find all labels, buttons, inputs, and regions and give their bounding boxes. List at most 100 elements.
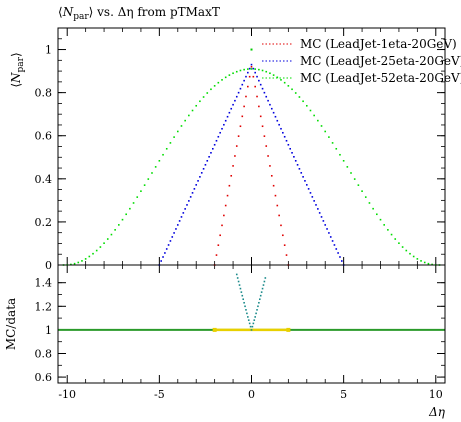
data-point: [247, 85, 249, 88]
data-point: [267, 155, 269, 157]
data-point: [318, 212, 321, 214]
lower-plot-area: [58, 273, 445, 332]
data-point: [195, 184, 198, 186]
title-rangle: ⟩: [89, 5, 94, 19]
data-point: [184, 208, 186, 210]
ratio-point: [258, 298, 261, 301]
lower-ytick-label: 1.2: [35, 300, 53, 313]
data-point: [390, 233, 393, 236]
data-point: [335, 147, 338, 150]
data-point: [224, 204, 227, 207]
chart-title: ⟨Npar⟩ vs. Δη from pTMaxT: [58, 5, 220, 22]
data-point: [420, 260, 422, 262]
data-point: [269, 72, 271, 75]
data-point: [278, 214, 280, 217]
data-point: [219, 234, 221, 237]
data-point: [283, 81, 286, 84]
data-point: [188, 200, 190, 202]
data-point: [171, 236, 174, 238]
data-point: [305, 184, 308, 186]
data-point: [217, 244, 220, 246]
ratio-point: [257, 305, 259, 308]
data-point: [427, 262, 430, 265]
data-point: [221, 127, 223, 130]
data-point: [92, 252, 94, 255]
data-point: [245, 95, 247, 98]
data-point: [265, 70, 268, 73]
data-point: [339, 153, 341, 156]
data-point: [226, 194, 229, 197]
data-point: [169, 142, 172, 144]
lower-ylabel: MC/data: [4, 298, 18, 350]
data-point: [254, 68, 256, 70]
title-langle: ⟨: [58, 5, 63, 19]
data-point: [206, 160, 209, 162]
ratio-point: [245, 309, 247, 311]
data-point: [269, 103, 271, 106]
lower-xtick-label: 10: [429, 388, 443, 401]
data-point: [162, 153, 164, 156]
data-point: [245, 75, 247, 78]
ratio-point: [256, 309, 258, 311]
legend-label: MC (LeadJet-1eta-20GeV): [300, 37, 457, 51]
data-point: [215, 139, 218, 142]
lower-ytick-label: 0.6: [35, 371, 53, 384]
data-point: [88, 255, 91, 258]
data-point: [258, 79, 260, 82]
data-point: [280, 79, 282, 81]
data-point: [272, 74, 275, 76]
upper-ytick-label: 0: [45, 259, 52, 272]
data-point: [252, 75, 255, 78]
lower-axes: 0.6 0.8 1 1.2 1.4 -10 -5 0 5 10: [35, 265, 445, 401]
data-point: [269, 165, 271, 167]
data-point: [237, 135, 240, 137]
ratio-point: [240, 291, 243, 293]
data-point: [234, 99, 236, 102]
ratio-point: [253, 319, 256, 321]
data-point: [315, 204, 317, 206]
data-point: [232, 72, 234, 75]
data-point: [333, 244, 336, 246]
data-point: [191, 192, 194, 194]
data-point: [186, 204, 188, 206]
data-point: [305, 104, 308, 107]
data-point: [125, 213, 127, 216]
data-point: [173, 232, 175, 234]
data-point: [210, 151, 212, 154]
data-point: [335, 248, 338, 250]
data-point: [213, 85, 216, 87]
data-point: [256, 75, 258, 78]
data-point: [230, 175, 233, 177]
data-point: [224, 76, 227, 79]
data-point: [213, 143, 216, 146]
data-point: [263, 135, 266, 137]
data-point: [296, 164, 299, 166]
data-point: [412, 255, 415, 258]
data-point: [265, 95, 268, 98]
data-point: [328, 136, 330, 138]
data-point: [265, 145, 268, 147]
title-main: N: [62, 5, 74, 19]
data-point: [193, 188, 196, 190]
data-point: [241, 83, 244, 86]
data-point: [329, 236, 332, 238]
data-point: [206, 92, 209, 94]
data-point: [394, 238, 397, 240]
ratio-point: [237, 280, 240, 283]
data-point: [278, 123, 280, 126]
data-point: [164, 252, 166, 254]
data-point: [258, 68, 260, 71]
data-point: [331, 240, 334, 242]
data-point: [272, 111, 275, 114]
data-point: [280, 127, 282, 130]
data-point: [267, 99, 269, 102]
series-1: [213, 65, 290, 266]
ratio-point: [241, 294, 244, 297]
data-point: [217, 135, 220, 138]
data-point: [307, 188, 310, 190]
data-point: [250, 65, 253, 68]
data-point: [239, 69, 242, 72]
ratio-point: [263, 280, 266, 283]
data-point: [259, 83, 262, 86]
